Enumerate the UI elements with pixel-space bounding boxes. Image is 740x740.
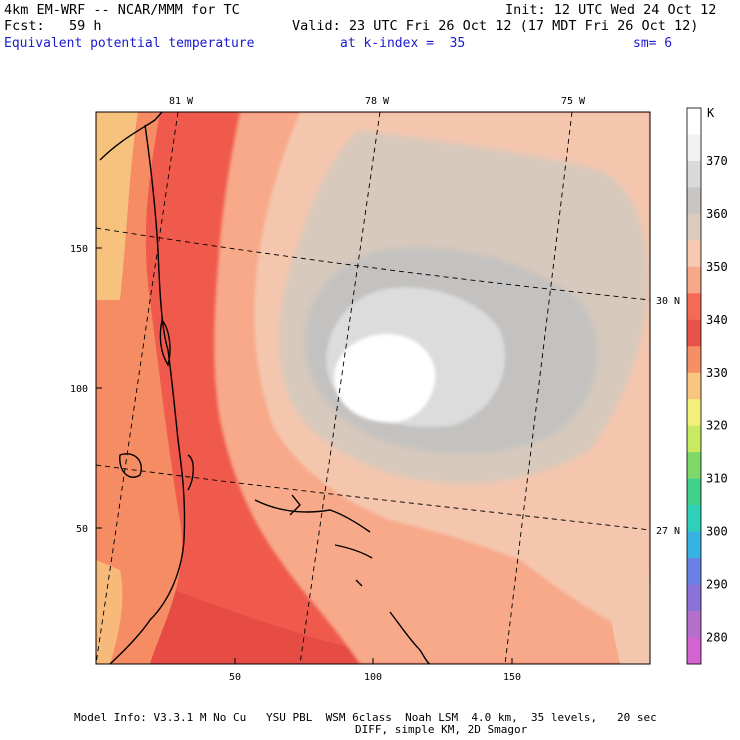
colorbar-label: 310 xyxy=(706,472,728,486)
init-time: Init: 12 UTC Wed 24 Oct 12 xyxy=(505,2,717,18)
colorbar-label: 360 xyxy=(706,207,728,221)
model-title: 4km EM-WRF -- NCAR/MMM for TC xyxy=(4,2,240,18)
colorbar-swatch xyxy=(687,319,701,347)
field-name: Equivalent potential temperature xyxy=(4,36,255,51)
colorbar-swatch xyxy=(687,505,701,533)
lat-lon-grid xyxy=(96,112,650,664)
colorbar-swatch xyxy=(687,160,701,188)
colorbar-label: 280 xyxy=(706,631,728,645)
lat-label: 30 N xyxy=(656,296,680,307)
lon-label: 75 W xyxy=(561,96,586,107)
x-tick-label: 100 xyxy=(364,672,382,683)
colorbar-swatch xyxy=(687,266,701,294)
smooth-text: sm= 6 xyxy=(633,36,673,51)
x-tick-label: 50 xyxy=(229,672,241,683)
colorbar-swatch xyxy=(687,346,701,374)
colorbar: 370 360 350 340 330 320 310 300 290 280 xyxy=(686,107,728,665)
colorbar-swatch xyxy=(687,372,701,400)
colorbar-swatch xyxy=(687,134,701,162)
colorbar-swatch xyxy=(687,108,701,135)
colorbar-swatch xyxy=(687,240,701,268)
colorbar-label: 330 xyxy=(706,366,728,380)
colorbar-label: 320 xyxy=(706,419,728,433)
axis-ticks xyxy=(96,247,513,664)
colorbar-label: 350 xyxy=(706,260,728,274)
coastline xyxy=(99,112,431,664)
model-info: Model Info: V3.3.1 M No Cu YSU PBL WSM 6… xyxy=(74,711,657,724)
colorbar-label: 300 xyxy=(706,525,728,539)
colorbar-swatch xyxy=(687,293,701,321)
colorbar-swatch xyxy=(687,213,701,241)
colorbar-swatch xyxy=(687,452,701,480)
forecast-hour: Fcst: 59 h xyxy=(4,18,102,34)
y-tick-label: 150 xyxy=(70,244,88,255)
level-text: at k-index = 35 xyxy=(340,36,466,51)
x-tick-label: 150 xyxy=(503,672,521,683)
colorbar-swatch xyxy=(687,558,701,586)
y-tick-label: 50 xyxy=(76,524,88,535)
valid-time: Valid: 23 UTC Fri 26 Oct 12 (17 MDT Fri … xyxy=(292,18,699,34)
y-tick-label: 100 xyxy=(70,384,88,395)
colorbar-swatch xyxy=(687,637,701,665)
colorbar-swatch xyxy=(687,531,701,559)
colorbar-swatch xyxy=(687,425,701,453)
colorbar-swatch xyxy=(687,478,701,506)
theta-e-field xyxy=(96,112,650,664)
lat-label: 27 N xyxy=(656,526,680,537)
model-info-line2: DIFF, simple KM, 2D Smagor xyxy=(355,723,528,736)
colorbar-unit: K xyxy=(707,106,715,120)
colorbar-label: 370 xyxy=(706,154,728,168)
colorbar-swatch xyxy=(687,187,701,215)
colorbar-swatch xyxy=(687,399,701,427)
colorbar-swatch xyxy=(687,584,701,612)
lon-label: 78 W xyxy=(365,96,390,107)
colorbar-label: 290 xyxy=(706,578,728,592)
colorbar-swatch xyxy=(687,611,701,639)
colorbar-frame xyxy=(686,107,702,665)
lon-label: 81 W xyxy=(169,96,194,107)
colorbar-label: 340 xyxy=(706,313,728,327)
